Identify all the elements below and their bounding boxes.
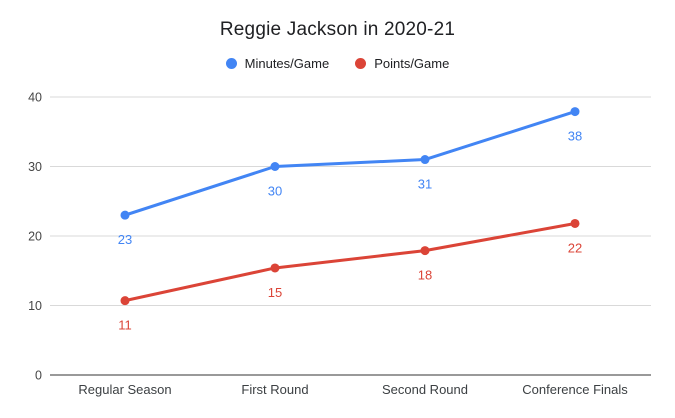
x-category-label: Regular Season [78, 382, 171, 397]
data-point-1-2 [420, 246, 430, 256]
series-line-1 [123, 221, 577, 303]
legend-swatch-icon [355, 58, 367, 69]
data-label-1-0: 11 [118, 318, 132, 333]
legend-swatch-icon [225, 58, 237, 69]
data-point-1-1 [270, 263, 280, 273]
chart-title: Reggie Jackson in 2020-21 [219, 19, 456, 40]
data-label-0-3: 38 [568, 129, 582, 144]
legend-item: Points/Game [355, 56, 449, 71]
legend-label: Minutes/Game [244, 56, 330, 71]
data-point-0-2 [420, 155, 430, 165]
y-tick-label: 40 [28, 91, 42, 105]
data-point-1-3 [570, 218, 580, 228]
data-point-0-1 [270, 162, 280, 171]
x-category-label: First Round [241, 382, 308, 397]
data-label-0-0: 23 [118, 232, 132, 247]
legend-label: Points/Game [374, 56, 450, 71]
legend: Minutes/Game Points/Game [0, 56, 675, 71]
legend-item: Minutes/Game [225, 56, 330, 71]
y-tick-label: 20 [28, 230, 42, 244]
data-point-0-0 [120, 210, 130, 220]
data-label-0-1: 30 [268, 184, 282, 199]
y-tick-label: 30 [28, 160, 42, 174]
data-point-0-3 [570, 107, 580, 117]
x-category-label: Second Round [382, 382, 468, 397]
data-label-0-2: 31 [418, 177, 432, 192]
y-tick-label: 10 [28, 299, 42, 313]
data-label-1-3: 22 [568, 240, 582, 255]
series-line-0 [123, 110, 577, 217]
y-tick-label: 0 [35, 369, 42, 383]
data-point-1-0 [120, 296, 130, 306]
data-label-1-2: 18 [418, 268, 432, 283]
x-category-label: Conference Finals [522, 382, 628, 397]
data-label-1-1: 15 [268, 285, 282, 300]
